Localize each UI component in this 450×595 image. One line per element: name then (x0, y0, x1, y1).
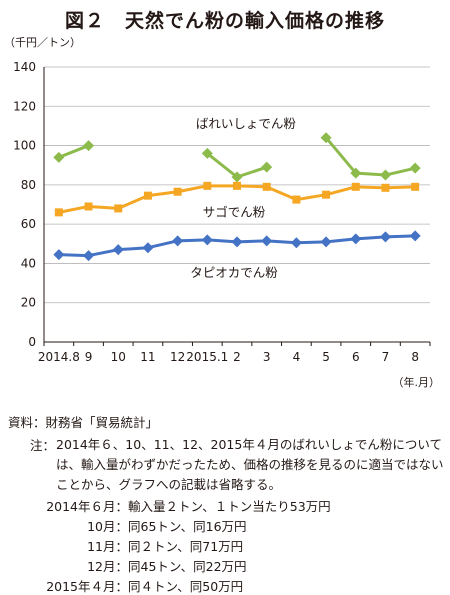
note-detail-text: 同２トン、同71万円 (128, 539, 244, 554)
x-tick-label: 10 (111, 350, 126, 364)
data-point (83, 250, 95, 262)
x-tick-label: 6 (352, 350, 360, 364)
note-detail-text: 輸入量２トン、１トン当たり53万円 (128, 499, 331, 514)
note-text: 2014年６、10、11、12、2015年４月のばれいしょでん粉については、輸入… (56, 437, 444, 492)
data-point (231, 236, 243, 248)
x-tick-label: 8 (411, 350, 419, 364)
note-detail-label: 2014年６月： (46, 499, 128, 514)
data-point (53, 151, 65, 163)
figure-title: 図２ 天然でん粉の輸入価格の推移 (64, 10, 385, 32)
note-detail-text: 同65トン、同16万円 (128, 519, 247, 534)
data-point (411, 182, 420, 191)
data-point (379, 231, 391, 243)
x-unit-label: （年.月） (393, 375, 441, 389)
line-chart: （千円／トン） 0 20 40 60 80 100 120 140 2014.8 9 10 11 12… (4, 36, 441, 389)
data-point (379, 169, 391, 181)
data-point (320, 236, 332, 248)
source-note: 資料：財務省「貿易統計」 (8, 415, 159, 430)
note-detail-text: 同45トン、同22万円 (128, 559, 247, 574)
x-tick-label: 2014.8 (38, 350, 80, 364)
note-label: 注： (30, 438, 56, 453)
series-line (324, 136, 416, 177)
note-detail-row: 11月：同２トン、同71万円 (8, 536, 243, 555)
data-point (322, 190, 331, 199)
series-label: サゴでん粉 (203, 204, 266, 219)
x-tick-label: 2015.1 (186, 350, 228, 364)
y-unit-label: （千円／トン） (4, 36, 81, 49)
data-point (409, 162, 421, 174)
note-detail-row: 12月：同45トン、同22万円 (8, 556, 247, 575)
data-point (201, 234, 213, 246)
data-point (112, 244, 124, 256)
data-point (173, 187, 182, 196)
series-label: ばれいしょでん粉 (196, 116, 297, 131)
data-point (409, 230, 421, 242)
y-tick-label: 60 (21, 217, 36, 231)
x-tick-label: 12 (170, 350, 185, 364)
note-detail-row: 2015年４月：同４トン、同50万円 (8, 576, 243, 595)
data-point (114, 204, 123, 213)
y-tick-label: 120 (13, 99, 36, 113)
x-axis: 2014.8 9 10 11 12 2015.1 2 3 4 5 6 7 8 (38, 342, 431, 364)
series-line (58, 144, 90, 159)
y-tick-label: 0 (28, 335, 36, 349)
data-point (351, 182, 360, 191)
data-point (231, 171, 243, 183)
data-point (320, 132, 332, 144)
note-detail-row: 2014年６月：輸入量２トン、１トン当たり53万円 (8, 496, 331, 515)
note-detail-row: 10月：同65トン、同16万円 (8, 516, 247, 535)
y-tick-label: 80 (21, 178, 36, 192)
data-point (381, 183, 390, 192)
data-point (53, 249, 65, 261)
data-point (142, 242, 154, 254)
x-tick-label: 9 (85, 350, 93, 364)
y-tick-label: 20 (21, 296, 36, 310)
x-tick-label: 5 (322, 350, 330, 364)
note-detail-text: 同４トン、同50万円 (128, 579, 244, 594)
series-label: タピオカでん粉 (190, 265, 278, 280)
data-point (290, 237, 302, 249)
data-point (261, 161, 273, 173)
note-detail-label: 10月： (87, 519, 128, 534)
y-tick-label: 140 (13, 60, 36, 74)
note-detail-label: 11月： (87, 539, 128, 554)
data-point (54, 208, 63, 217)
data-point (350, 233, 362, 245)
x-tick-label: 3 (263, 350, 271, 364)
y-tick-label: 100 (13, 139, 36, 153)
data-point (172, 235, 184, 247)
y-tick-label: 40 (21, 256, 36, 270)
x-tick-label: 11 (140, 350, 155, 364)
note-detail-label: 2015年４月： (46, 579, 128, 594)
data-point (233, 181, 241, 190)
data-point (350, 167, 362, 179)
x-tick-label: 7 (382, 350, 390, 364)
x-tick-label: 4 (293, 350, 301, 364)
data-point (143, 191, 152, 200)
data-point (83, 140, 95, 152)
data-point (203, 181, 212, 190)
x-tick-label: 2 (233, 350, 241, 364)
data-point (84, 202, 93, 211)
data-point (262, 182, 271, 191)
data-point (261, 235, 273, 247)
y-axis: 0 20 40 60 80 100 120 140 (13, 60, 45, 349)
note-detail-label: 12月： (87, 559, 128, 574)
data-point (292, 195, 301, 204)
data-point (201, 147, 213, 159)
